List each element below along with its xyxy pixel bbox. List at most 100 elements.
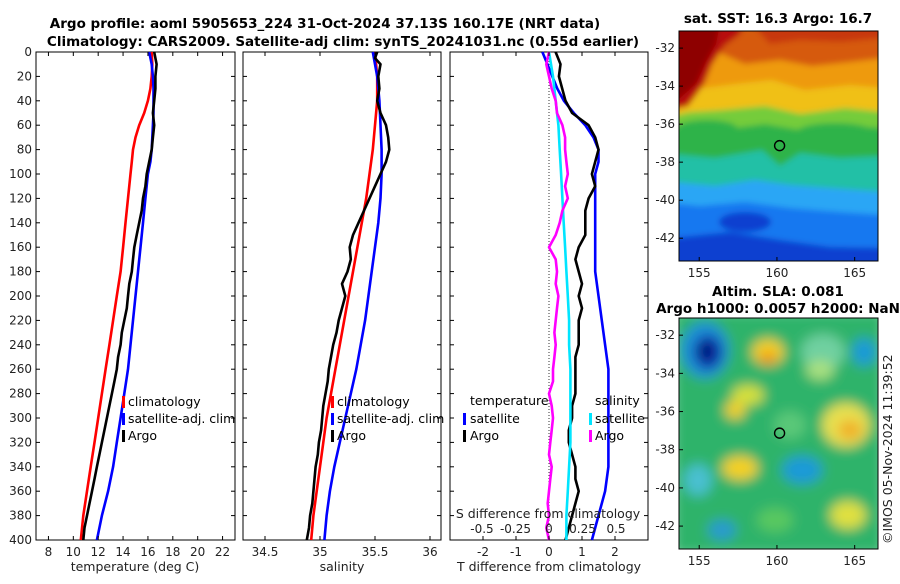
x-tick-label: -2	[477, 545, 489, 559]
salinity-panel: 34.5 35 35.5 36 salinity climatology satell…	[242, 51, 444, 574]
temperature-series	[79, 51, 158, 541]
x-tick-label: 2	[611, 545, 619, 559]
legend-swatch-satellite	[122, 413, 125, 425]
sst-heatmap	[679, 31, 878, 261]
x-tick-label: 34.5	[252, 545, 279, 559]
map-y-tick-label: -42	[655, 231, 675, 245]
legend-label-climatology: climatology	[337, 394, 410, 409]
legend-title-salinity: salinity	[595, 393, 640, 408]
x-tick-label: 20	[190, 545, 205, 559]
y-tick-label: 120	[9, 191, 32, 205]
difference-line-temperature-argo	[554, 51, 600, 541]
difference-legend: temperature salinity satellite Argo sate…	[463, 393, 645, 443]
map-y-tick-label: -38	[655, 155, 675, 169]
map-y-tick-label: -36	[655, 405, 675, 419]
sst-map-panel: sat. SST: 16.3 Argo: 16.7	[655, 11, 879, 280]
temperature-line-argo	[82, 51, 158, 541]
sla-map-frame	[678, 317, 879, 550]
s-tick-label: 0.25	[569, 522, 596, 536]
difference-series	[541, 51, 610, 541]
sla-map-panel: Altim. SLA: 0.081 Argo h1000: 0.0057 h20…	[655, 284, 900, 568]
map-x-tick-label: 160	[765, 554, 788, 568]
sst-map-axes: 155 160 165 -32 -34 -36 -38 -40 -42	[655, 41, 866, 280]
s-tick-label: 0.5	[606, 522, 625, 536]
salinity-axes: 34.5 35 35.5 36	[243, 51, 441, 559]
y-tick-label: 380	[9, 509, 32, 523]
x-tick-label: 8	[45, 545, 53, 559]
legend-label-s-argo: Argo	[595, 428, 624, 443]
y-tick-label: 220	[9, 313, 32, 327]
salinity-series	[305, 51, 391, 541]
y-tick-label: 180	[9, 265, 32, 279]
salinity-xlabel: salinity	[320, 559, 365, 574]
y-tick-label: 40	[17, 94, 32, 108]
y-tick-label: 200	[9, 289, 32, 303]
x-tick-label: 12	[91, 545, 106, 559]
temperature-panel: 8 10 12 14 16 18 20 220204060801001201401601802…	[9, 45, 236, 574]
legend-label-climatology: climatology	[128, 394, 201, 409]
s-tick-label: 0	[545, 522, 553, 536]
legend-swatch-satellite	[331, 413, 334, 425]
sst-map-frame	[678, 30, 879, 262]
y-tick-label: 280	[9, 387, 32, 401]
y-tick-label: 0	[24, 45, 32, 59]
copyright-stamp: ©IMOS 05-Nov-2024 11:39:52	[880, 354, 895, 544]
x-tick-label: 10	[66, 545, 81, 559]
figure-title-line1: Argo profile: aoml 5905653_224 31-Oct-20…	[50, 16, 600, 32]
legend-label-s-satellite: satellite	[595, 411, 645, 426]
map-y-tick-label: -32	[655, 41, 675, 55]
y-tick-label: 340	[9, 460, 32, 474]
x-tick-label: 35.5	[362, 545, 389, 559]
temperature-line-climatology	[79, 51, 154, 541]
temperature-axes: 8 10 12 14 16 18 20 220204060801001201401601802…	[9, 45, 235, 559]
y-tick-label: 20	[17, 69, 32, 83]
sst-map-title: sat. SST: 16.3 Argo: 16.7	[684, 11, 872, 27]
y-tick-label: 140	[9, 216, 32, 230]
difference-panel: -2 -1 0 1 2 -0.5 -0.25 0 0.25 0.5 S difference fr…	[449, 51, 649, 574]
salinity-line-satellite-adj-clim	[323, 51, 383, 541]
y-tick-label: 60	[17, 118, 32, 132]
legend-title-temperature: temperature	[470, 393, 549, 408]
y-tick-label: 80	[17, 143, 32, 157]
salinity-legend: climatology satellite-adj. clim Argo	[331, 394, 444, 443]
map-y-tick-label: -38	[655, 443, 675, 457]
temperature-line-satellite-adj-clim	[95, 51, 155, 541]
s-tick-label: -0.5	[470, 522, 493, 536]
difference-axes: -2 -1 0 1 2 -0.5 -0.25 0 0.25 0.5	[450, 51, 648, 559]
salinity-line-argo	[305, 51, 391, 541]
legend-label-argo: Argo	[337, 428, 366, 443]
difference-line-salinity-satellite	[547, 51, 572, 540]
map-y-tick-label: -40	[655, 193, 675, 207]
map-y-tick-label: -40	[655, 481, 675, 495]
x-tick-label: 35	[312, 545, 327, 559]
legend-swatch-t-satellite	[463, 413, 466, 425]
map-x-tick-label: 165	[843, 266, 866, 280]
x-tick-label: 18	[165, 545, 180, 559]
temperature-legend: climatology satellite-adj. clim Argo	[122, 394, 235, 443]
x-tick-label: 22	[215, 545, 230, 559]
difference-line-salinity-argo	[544, 51, 570, 541]
sla-title-line2: Argo h1000: 0.0057 h2000: NaN	[656, 301, 900, 317]
legend-label-t-argo: Argo	[470, 428, 499, 443]
legend-label-satellite: satellite-adj. clim	[337, 411, 444, 426]
legend-swatch-t-argo	[463, 430, 466, 442]
map-x-tick-label: 160	[765, 266, 788, 280]
legend-label-satellite: satellite-adj. clim	[128, 411, 235, 426]
sla-title-line1: Altim. SLA: 0.081	[712, 284, 844, 300]
y-tick-label: 160	[9, 240, 32, 254]
x-tick-label: 14	[115, 545, 130, 559]
x-tick-label: 0	[545, 545, 553, 559]
map-y-tick-label: -36	[655, 117, 675, 131]
map-x-tick-label: 165	[843, 554, 866, 568]
legend-swatch-s-satellite	[589, 413, 592, 425]
salinity-plot-frame	[242, 51, 442, 541]
map-y-tick-label: -32	[655, 328, 675, 342]
t-difference-xlabel: T difference from climatology	[456, 559, 642, 574]
legend-label-argo: Argo	[128, 428, 157, 443]
argo-position-marker	[773, 427, 786, 439]
map-y-tick-label: -34	[655, 79, 675, 93]
y-tick-label: 400	[9, 533, 32, 547]
y-tick-label: 100	[9, 167, 32, 181]
y-tick-label: 320	[9, 435, 32, 449]
